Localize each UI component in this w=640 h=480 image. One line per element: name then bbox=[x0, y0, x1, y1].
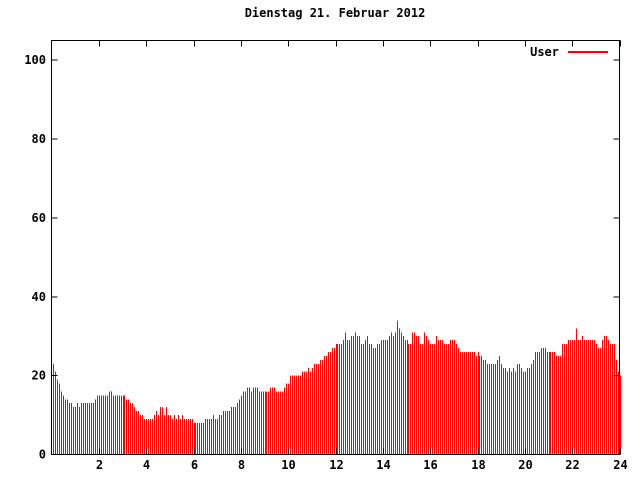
y-tick-label-40: 40 bbox=[32, 290, 46, 304]
x-tick-label-4: 4 bbox=[143, 458, 150, 472]
x-tick-label-6: 6 bbox=[191, 458, 198, 472]
chart-title: Dienstag 21. Februar 2012 bbox=[244, 6, 426, 20]
x-tick-label-20: 20 bbox=[518, 458, 532, 472]
legend: User bbox=[460, 45, 608, 59]
y-axis-ticks bbox=[51, 59, 620, 455]
x-tick-label-18: 18 bbox=[471, 458, 485, 472]
x-tick-label-10: 10 bbox=[281, 458, 295, 472]
y-tick-label-20: 20 bbox=[32, 369, 46, 383]
x-axis-ticks bbox=[99, 40, 621, 455]
x-tick-label-14: 14 bbox=[376, 458, 390, 472]
x-tick-label-24: 24 bbox=[613, 458, 627, 472]
y-tick-label-0: 0 bbox=[39, 448, 46, 462]
x-tick-label-12: 12 bbox=[329, 458, 343, 472]
x-tick-label-8: 8 bbox=[238, 458, 245, 472]
y-tick-label-60: 60 bbox=[32, 211, 46, 225]
y-tick-label-100: 100 bbox=[24, 53, 46, 67]
x-tick-label-2: 2 bbox=[96, 458, 103, 472]
impulse-bars bbox=[53, 320, 621, 454]
x-axis-labels: 2 4 6 8 10 12 14 16 18 20 22 24 bbox=[96, 458, 628, 472]
y-axis-labels: 0 20 40 60 80 100 bbox=[24, 53, 46, 461]
plot-border bbox=[51, 40, 620, 455]
x-tick-label-22: 22 bbox=[565, 458, 579, 472]
y-tick-label-80: 80 bbox=[32, 132, 46, 146]
x-tick-label-16: 16 bbox=[423, 458, 437, 472]
legend-label-user: User bbox=[530, 45, 559, 59]
legend-line-sample bbox=[568, 51, 608, 53]
